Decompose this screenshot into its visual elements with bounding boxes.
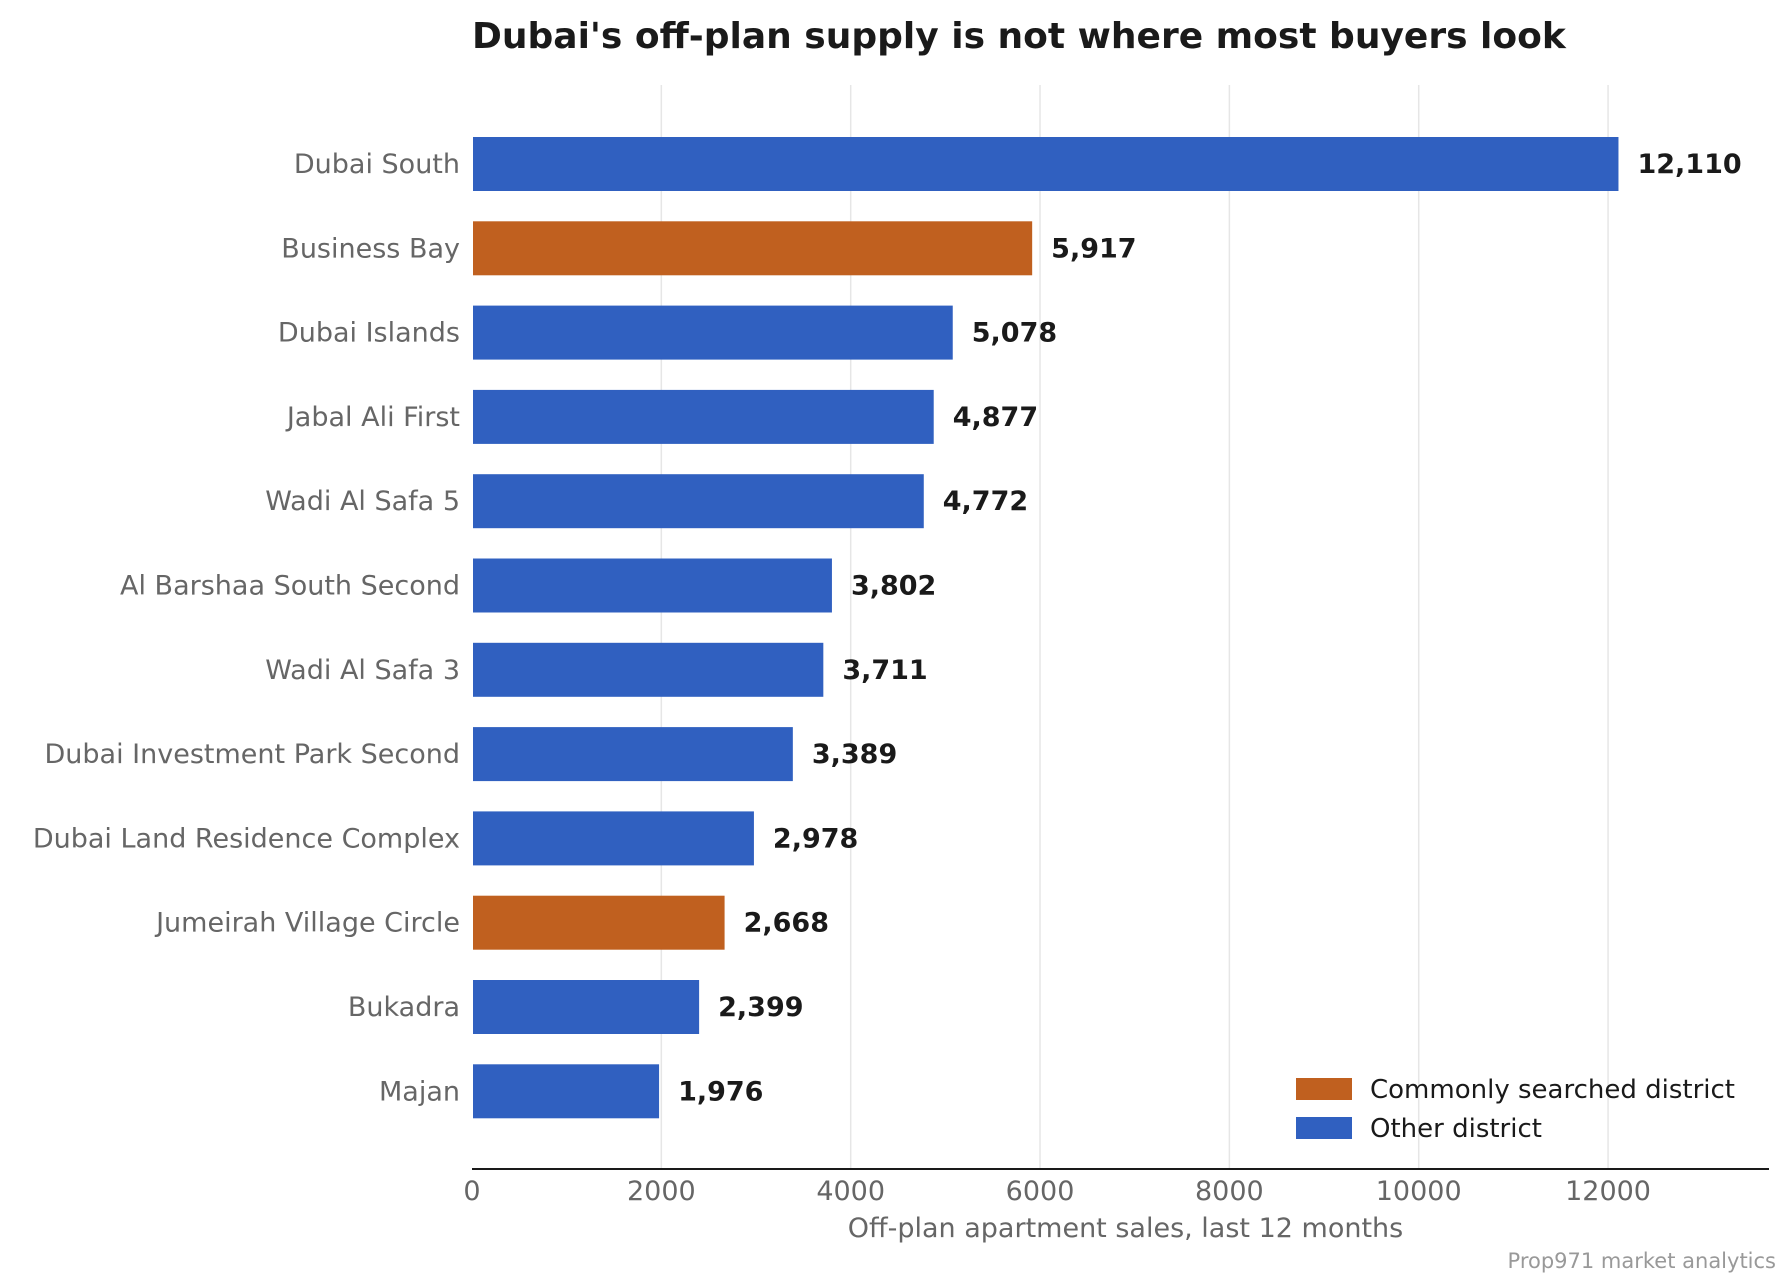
bar — [473, 474, 924, 529]
bar — [473, 895, 725, 950]
value-label: 4,772 — [943, 486, 1028, 517]
category-label: Wadi Al Safa 3 — [265, 655, 460, 686]
category-label: Dubai Investment Park Second — [45, 739, 460, 770]
x-tick-label: 4000 — [816, 1176, 885, 1207]
value-label: 12,110 — [1637, 149, 1741, 180]
category-label: Al Barshaa South Second — [120, 571, 460, 602]
bar — [473, 305, 953, 360]
category-label: Business Bay — [281, 233, 460, 264]
value-label: 2,668 — [744, 908, 829, 939]
bar — [473, 642, 824, 697]
value-label: 3,802 — [851, 571, 936, 602]
legend-swatch-searched — [1296, 1078, 1352, 1100]
value-label: 2,399 — [718, 992, 803, 1023]
x-tick-labels: 0 2000 4000 6000 8000 10000 12000 — [463, 1176, 1651, 1207]
x-axis-label: Off-plan apartment sales, last 12 months — [848, 1213, 1403, 1244]
bar — [473, 980, 700, 1034]
legend: Commonly searched district Other district — [1296, 1075, 1735, 1144]
category-label: Jumeirah Village Circle — [154, 908, 460, 939]
bar — [473, 558, 832, 613]
bar — [473, 727, 793, 782]
category-label: Dubai South — [294, 149, 460, 180]
bar — [473, 811, 754, 866]
value-label: 1,976 — [678, 1076, 763, 1107]
category-label: Majan — [379, 1076, 460, 1107]
value-label: 2,978 — [773, 823, 858, 854]
legend-label-other: Other district — [1370, 1114, 1542, 1144]
value-label: 3,389 — [812, 739, 897, 770]
legend-swatch-other — [1296, 1117, 1352, 1139]
chart-title: Dubai's off-plan supply is not where mos… — [472, 16, 1567, 57]
category-label: Jabal Ali First — [285, 402, 460, 433]
category-label: Dubai Islands — [278, 318, 460, 349]
bar — [473, 1064, 660, 1119]
category-labels: Dubai South Business Bay Dubai Islands Jaba… — [33, 149, 460, 1107]
bar — [473, 137, 1619, 191]
x-tick-label: 12000 — [1565, 1176, 1651, 1207]
x-tick-label: 10000 — [1376, 1176, 1462, 1207]
x-tick-label: 2000 — [627, 1176, 696, 1207]
legend-label-searched: Commonly searched district — [1370, 1075, 1735, 1105]
x-tick-label: 0 — [463, 1176, 480, 1207]
x-tick-label: 6000 — [1006, 1176, 1075, 1207]
bars — [473, 137, 1619, 1119]
value-label: 5,917 — [1051, 233, 1136, 264]
category-label: Wadi Al Safa 5 — [265, 486, 460, 517]
x-tick-label: 8000 — [1195, 1176, 1264, 1207]
bar — [473, 221, 1033, 276]
bar — [473, 389, 934, 444]
category-label: Dubai Land Residence Complex — [33, 823, 460, 854]
value-labels: 12,110 5,917 5,078 4,877 4,772 3,802 3,711 3,38… — [678, 149, 1742, 1107]
value-label: 5,078 — [972, 318, 1057, 349]
value-label: 3,711 — [842, 655, 927, 686]
source-note: Prop971 market analytics — [1508, 1249, 1776, 1273]
value-label: 4,877 — [953, 402, 1038, 433]
category-label: Bukadra — [348, 992, 460, 1023]
